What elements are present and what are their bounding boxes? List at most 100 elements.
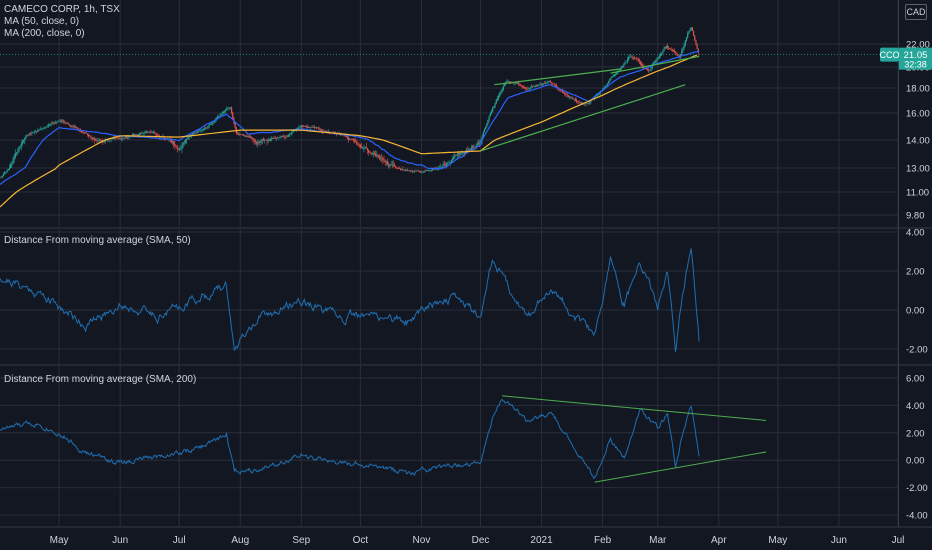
ma200-legend[interactable]: MA (200, close, 0) [4, 28, 85, 39]
candle-body [316, 127, 318, 128]
trendline[interactable] [610, 55, 700, 74]
candle-body [606, 83, 608, 86]
candle-body [59, 120, 61, 122]
time-axis-label[interactable]: Apr [711, 535, 727, 546]
currency-button[interactable]: CAD [905, 4, 927, 20]
candle-body [628, 57, 630, 60]
value-axis-label[interactable]: 0.00 [906, 306, 925, 317]
value-axis-label[interactable]: 2.00 [906, 428, 925, 439]
last-price-badge[interactable] [899, 47, 932, 70]
indicator-trendline[interactable] [594, 451, 767, 483]
value-axis-label[interactable]: 2.00 [906, 267, 925, 278]
candle-body [86, 133, 89, 135]
time-axis-label[interactable]: Dec [472, 535, 490, 546]
ma200-line[interactable] [0, 54, 698, 208]
candle-body [66, 123, 68, 124]
candle-body [151, 132, 154, 133]
candle-body [142, 132, 144, 134]
time-axis-label[interactable]: May [50, 535, 69, 546]
ticker-badge[interactable] [880, 47, 899, 62]
candle-body [324, 131, 326, 132]
time-axis-label[interactable]: Aug [231, 535, 249, 546]
candle-body [462, 152, 464, 153]
value-axis-label[interactable]: 9.80 [906, 211, 925, 222]
value-axis-label[interactable]: 18.00 [906, 84, 930, 95]
value-axis-label[interactable]: 4.00 [906, 228, 925, 239]
candle-body [187, 137, 189, 140]
candle-body [394, 164, 396, 167]
value-axis-label[interactable]: -2.00 [906, 483, 928, 494]
candle-body [444, 165, 447, 166]
candle-body [534, 86, 536, 87]
time-axis-label[interactable]: Feb [594, 535, 612, 546]
candle-body [486, 123, 488, 128]
candle-body [127, 137, 129, 138]
sma50-pane-title[interactable]: Distance From moving average (SMA, 50) [4, 235, 191, 246]
candle-body [446, 163, 448, 166]
time-axis-label[interactable]: Jun [112, 535, 128, 546]
value-axis-label[interactable]: 16.00 [906, 109, 930, 120]
time-axis-label[interactable]: Nov [413, 535, 431, 546]
trendline[interactable] [494, 68, 621, 86]
candle-body [210, 123, 213, 125]
time-axis-label[interactable]: Jul [173, 535, 186, 546]
value-axis-label[interactable]: 6.00 [906, 374, 925, 385]
ma50-legend[interactable]: MA (50, close, 0) [4, 16, 80, 27]
candle-body [415, 170, 417, 172]
candle-body [11, 163, 13, 165]
candle-body [652, 63, 655, 66]
candle-body [476, 144, 478, 146]
candle-body [275, 137, 278, 139]
candle-body [397, 167, 399, 169]
value-axis-label[interactable]: -4.00 [906, 511, 928, 522]
candle-body [565, 94, 567, 95]
candle-body [604, 85, 606, 88]
candle-body [117, 138, 119, 139]
time-axis-label[interactable]: 2021 [530, 535, 553, 546]
value-axis-label[interactable]: -2.00 [906, 345, 928, 356]
time-axis-label[interactable]: May [768, 535, 787, 546]
candle-body [140, 132, 142, 134]
sma50-distance-line[interactable] [0, 248, 700, 352]
time-axis-label[interactable]: Sep [292, 535, 310, 546]
candle-body [619, 69, 621, 72]
candle-body [25, 135, 27, 138]
indicator-trendline[interactable] [502, 395, 767, 421]
candle-body [694, 35, 696, 41]
trendline[interactable] [480, 84, 686, 152]
value-axis-label[interactable]: 0.00 [906, 456, 925, 467]
candle-body [696, 44, 698, 49]
candle-body [496, 98, 499, 100]
time-axis-label[interactable]: Mar [649, 535, 667, 546]
candle-body [643, 67, 645, 69]
candle-body [305, 125, 307, 127]
symbol-header[interactable]: CAMECO CORP, 1h, TSX [4, 4, 120, 15]
candle-body [638, 59, 640, 62]
time-axis-label[interactable]: Oct [353, 535, 369, 546]
sma200-distance-line[interactable] [0, 398, 700, 480]
sma200-pane-title[interactable]: Distance From moving average (SMA, 200) [4, 374, 197, 385]
value-axis-label[interactable]: 13.00 [906, 164, 930, 175]
candle-body [30, 133, 32, 135]
candle-body [589, 102, 591, 104]
candle-body [500, 91, 502, 93]
candle-body [355, 140, 357, 143]
candle-body [104, 140, 106, 143]
candle-body [416, 170, 418, 172]
candle-body [488, 116, 490, 120]
value-axis-label[interactable]: 22.00 [906, 40, 930, 51]
time-axis-label[interactable]: Jun [831, 535, 847, 546]
candle-body [60, 120, 63, 122]
time-axis-label[interactable]: Jul [892, 535, 905, 546]
candle-body [520, 85, 522, 86]
candle-body [513, 82, 515, 84]
candle-body [473, 146, 475, 148]
candle-body [460, 152, 462, 155]
candle-body [57, 121, 59, 123]
value-axis-label[interactable]: 14.00 [906, 136, 930, 147]
candle-body [271, 138, 273, 140]
value-axis-label[interactable]: 4.00 [906, 401, 925, 412]
ma50-line[interactable] [0, 50, 700, 185]
value-axis-label[interactable]: 11.00 [906, 188, 929, 199]
